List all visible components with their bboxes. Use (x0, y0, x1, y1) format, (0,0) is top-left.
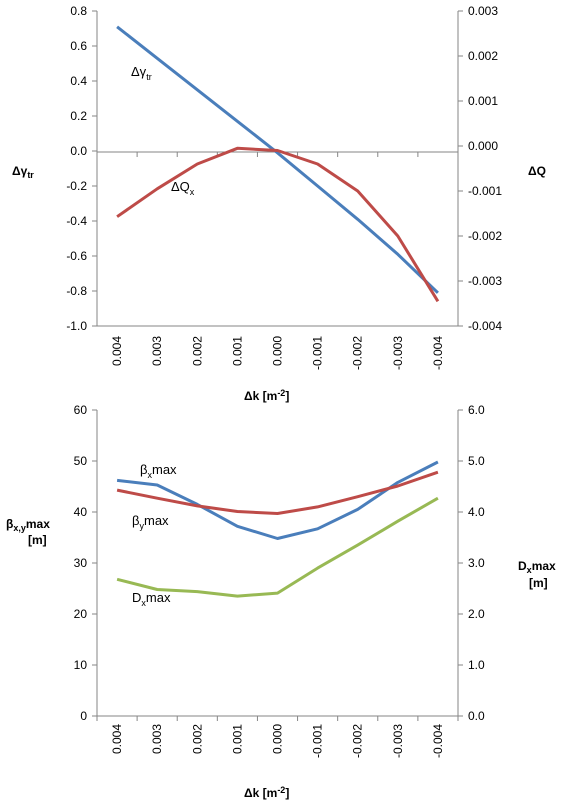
x-tick-label: -0.004 (431, 724, 445, 758)
x-tick-label: 0.002 (190, 724, 204, 754)
left-y-tick-label: -1.0 (66, 319, 87, 333)
left-y-tick-label: -0.6 (66, 249, 87, 263)
x-tick-label: -0.002 (351, 724, 365, 758)
bottom-right-axis-title-line2: [m] (529, 576, 548, 590)
series-line-0 (116, 25, 439, 294)
right-y-tick-label: -0.002 (468, 229, 502, 243)
left-y-tick-label: 0 (80, 709, 87, 723)
x-tick-label: 0.000 (271, 724, 285, 754)
bottom-right-axis-title-line1: Dxmax (518, 559, 556, 575)
x-tick-label: -0.003 (391, 724, 405, 758)
left-y-tick-label: 0.8 (70, 4, 87, 18)
right-y-tick-label: 0.000 (468, 139, 498, 153)
bottom-chart: 60 50 40 30 20 10 0 6.0 5.0 4.0 3.0 2.0 1.0 0.0 0.004 0… (6, 403, 556, 800)
right-y-tick-label: 3.0 (468, 556, 485, 570)
right-y-tick-label: 6.0 (468, 403, 485, 417)
x-tick-label: -0.002 (351, 336, 365, 370)
annotation-beta-y-max: βymax (132, 513, 169, 531)
left-y-tick-label: 10 (74, 658, 88, 672)
x-tick-label: -0.004 (431, 336, 445, 370)
top-left-axis-title: Δγtr (12, 164, 34, 180)
x-tick-label: 0.002 (190, 336, 204, 366)
right-y-tick-label: -0.004 (468, 319, 502, 333)
right-y-tick-label: 0.0 (468, 709, 485, 723)
x-tick-label: 0.001 (230, 724, 244, 754)
x-tick-label: 0.003 (150, 724, 164, 754)
right-y-tick-label: 2.0 (468, 607, 485, 621)
top-right-axis-title: ΔQ (528, 164, 546, 178)
x-tick-label: 0.004 (110, 724, 124, 754)
right-y-tick-label: 5.0 (468, 454, 485, 468)
annotation-delta-qx: ΔQx (171, 179, 195, 197)
left-y-tick-label: -0.2 (66, 179, 87, 193)
left-y-tick-label: 50 (74, 454, 88, 468)
left-y-tick-label: 20 (74, 607, 88, 621)
left-y-tick-label: 0.0 (70, 144, 87, 158)
left-y-tick-label: 30 (74, 556, 88, 570)
x-tick-label: 0.004 (110, 336, 124, 366)
bottom-left-axis-title-line1: βx,ymax (6, 517, 50, 533)
x-tick-label: -0.001 (311, 336, 325, 370)
annotation-delta-gamma-tr: Δγtr (131, 64, 152, 82)
bottom-x-axis-title: Δk [m-2] (244, 785, 289, 800)
top-x-axis-title: Δk [m-2] (244, 388, 289, 403)
right-y-tick-label: 1.0 (468, 658, 485, 672)
right-y-tick-label: 0.001 (468, 94, 498, 108)
left-y-tick-label: 0.2 (70, 109, 87, 123)
x-tick-label: 0.000 (271, 336, 285, 366)
right-y-tick-label: -0.003 (468, 274, 502, 288)
x-tick-label: 0.003 (150, 336, 164, 366)
top-chart: 0.8 0.6 0.4 0.2 0.0 -0.2 -0.4 -0.6 -0.8 -1.0 0.003… (12, 4, 546, 403)
series-line-1 (116, 146, 440, 303)
bottom-left-axis-title-line2: [m] (28, 533, 47, 547)
right-y-tick-label: 4.0 (468, 505, 485, 519)
annotation-beta-x-max: βxmax (140, 462, 177, 480)
right-y-tick-label: 0.003 (468, 4, 498, 18)
annotation-d-x-max: Dxmax (132, 590, 171, 608)
left-y-tick-label: 0.4 (70, 74, 87, 88)
right-y-tick-label: 0.002 (468, 49, 498, 63)
x-tick-label: -0.001 (311, 724, 325, 758)
series-line-1 (116, 470, 439, 515)
right-y-tick-label: -0.001 (468, 184, 502, 198)
left-y-tick-label: 40 (74, 505, 88, 519)
left-y-tick-label: -0.4 (66, 214, 87, 228)
x-tick-label: -0.003 (391, 336, 405, 370)
left-y-tick-label: 60 (74, 403, 88, 417)
x-tick-label: 0.001 (230, 336, 244, 366)
left-y-tick-label: -0.8 (66, 284, 87, 298)
left-y-tick-label: 0.6 (70, 39, 87, 53)
